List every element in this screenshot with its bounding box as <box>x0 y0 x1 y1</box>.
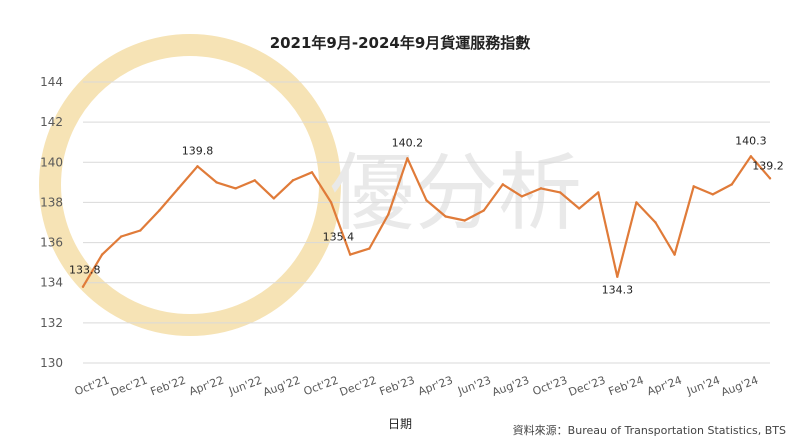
data-point <box>692 185 695 188</box>
y-tick-label: 134 <box>40 276 63 290</box>
data-point <box>520 195 524 198</box>
x-tick-label: Apr'22 <box>187 374 225 399</box>
data-point <box>425 199 428 202</box>
data-point <box>463 219 466 222</box>
x-tick-label: Dec'22 <box>338 374 378 399</box>
y-tick-label: 138 <box>40 195 63 209</box>
data-point <box>368 247 371 250</box>
x-tick-label: Aug'24 <box>719 374 760 399</box>
y-axis-ticks: 130 132 134 136 138 140 142 144 <box>40 75 63 370</box>
data-point <box>119 235 123 238</box>
data-label: 139.8 <box>182 144 214 157</box>
data-point <box>348 253 352 256</box>
x-tick-label: Jun'23 <box>455 374 493 398</box>
data-point <box>730 183 734 186</box>
data-point <box>635 201 638 204</box>
x-tick-label: Aug'23 <box>490 374 531 399</box>
data-point <box>501 183 505 186</box>
x-tick-label: Dec'21 <box>109 374 149 399</box>
data-label: 140.2 <box>392 136 424 149</box>
data-point <box>482 209 485 212</box>
data-point <box>158 209 161 212</box>
x-tick-label: Feb'24 <box>607 374 646 399</box>
x-tick-label: Oct'23 <box>531 374 569 399</box>
y-tick-label: 140 <box>40 155 63 169</box>
data-point <box>272 197 276 200</box>
x-tick-label: Feb'23 <box>378 374 417 399</box>
data-point <box>100 253 104 256</box>
data-point <box>177 187 180 190</box>
x-tick-label: Jun'22 <box>226 374 264 398</box>
x-tick-label: Apr'24 <box>645 374 683 399</box>
series-layer <box>81 155 772 288</box>
x-axis-label: 日期 <box>388 417 412 431</box>
data-point <box>291 179 295 182</box>
x-tick-label: Oct'21 <box>73 374 111 399</box>
x-tick-label: Jun'24 <box>684 374 722 398</box>
y-tick-label: 142 <box>40 115 63 129</box>
gridlines <box>83 81 770 364</box>
data-label: 133.8 <box>69 264 101 277</box>
data-point <box>329 201 333 204</box>
x-tick-label: Apr'23 <box>416 374 454 399</box>
data-point <box>616 275 619 278</box>
x-tick-label: Oct'22 <box>302 374 340 399</box>
y-tick-label: 132 <box>40 316 63 330</box>
data-point <box>673 253 676 256</box>
data-point <box>253 179 256 182</box>
x-tick-label: Aug'22 <box>261 374 302 399</box>
data-label: 139.2 <box>752 159 784 172</box>
data-point <box>234 187 237 190</box>
data-labels: 133.8 139.8 135.4 140.2 134.3 140.3 139.2 <box>69 134 784 296</box>
data-point <box>196 165 199 168</box>
data-point <box>539 187 543 190</box>
data-point <box>749 155 753 158</box>
data-point <box>139 229 142 232</box>
data-label: 134.3 <box>602 284 634 297</box>
data-point <box>654 221 657 224</box>
y-tick-label: 130 <box>40 356 63 370</box>
data-label: 140.3 <box>735 134 767 147</box>
data-point <box>387 213 390 216</box>
chart-title: 2021年9月-2024年9月貨運服務指數 <box>270 34 531 52</box>
watermark: 優分析 <box>39 34 582 336</box>
watermark-text: 優分析 <box>330 144 582 242</box>
x-tick-label: Dec'23 <box>567 374 607 399</box>
data-point <box>444 215 447 218</box>
data-point <box>597 191 600 194</box>
data-point <box>310 171 314 174</box>
source-note: 資料來源：Bureau of Transportation Statistics… <box>513 423 786 437</box>
data-point <box>406 157 409 160</box>
data-point <box>711 193 714 196</box>
data-point <box>215 181 218 184</box>
data-label: 135.4 <box>323 231 355 244</box>
data-point <box>81 285 85 288</box>
data-point <box>768 177 772 180</box>
data-point <box>558 191 562 194</box>
y-tick-label: 136 <box>40 236 63 250</box>
x-tick-label: Feb'22 <box>149 374 188 399</box>
watermark-logo-ring <box>39 34 341 336</box>
y-tick-label: 144 <box>40 75 63 89</box>
data-point <box>577 207 581 210</box>
